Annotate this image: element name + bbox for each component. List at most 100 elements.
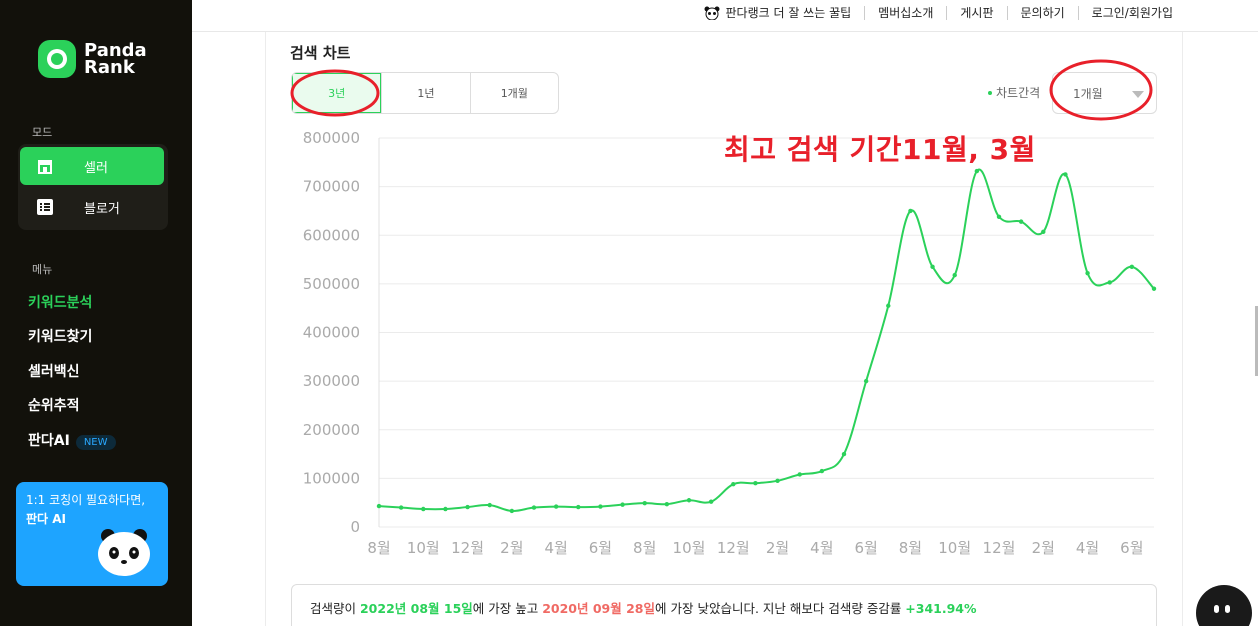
data-point	[443, 506, 448, 512]
data-point	[686, 498, 692, 503]
x-tick-label: 12월	[717, 539, 750, 557]
y-tick-label: 100000	[303, 469, 360, 487]
interval-select[interactable]: 1개월	[1052, 72, 1157, 114]
data-point	[465, 504, 470, 510]
menu-section-label: 메뉴	[32, 263, 53, 276]
chat-button[interactable]	[1196, 585, 1252, 626]
board-link[interactable]: 게시판	[946, 6, 1006, 20]
menu-item-panda-ai[interactable]: 판다AI NEW	[28, 430, 116, 450]
data-point	[642, 500, 647, 506]
peak-annotation: 최고 검색 기간11월, 3월	[724, 133, 1036, 166]
tab-1-year[interactable]: 1년	[381, 73, 469, 113]
panda-head-icon	[704, 6, 719, 20]
contact-link[interactable]: 문의하기	[1006, 6, 1078, 20]
panda-logo-icon	[38, 40, 76, 78]
mode-item-seller[interactable]: 셀러	[20, 147, 164, 185]
mode-item-label: 셀러	[84, 160, 108, 176]
menu-item-seller-vaccine[interactable]: 셀러백신	[28, 364, 80, 380]
summary-mid-2: 에 가장 낮았습니다. 지난 해보다 검색량 증감률	[655, 601, 906, 616]
summary-box: 검색량이 2022년 08월 15일에 가장 높고 2020년 09월 28일에…	[291, 584, 1157, 626]
x-tick-label: 2월	[1032, 539, 1055, 557]
data-point	[509, 508, 515, 514]
data-point	[731, 482, 736, 487]
data-point	[620, 502, 625, 507]
y-tick-label: 500000	[303, 275, 360, 293]
list-icon	[36, 198, 54, 216]
x-tick-label: 4월	[1076, 539, 1099, 557]
sidebar: Panda Rank 모드 셀러 블로거 메뉴 키워드분석 키워드찾기 셀러백신…	[0, 0, 192, 626]
data-point	[376, 503, 382, 509]
menu-item-rank-tracking[interactable]: 순위추적	[28, 398, 80, 414]
y-tick-label: 800000	[303, 129, 360, 147]
summary-rate: +341.94%	[905, 601, 977, 616]
coaching-banner[interactable]: 1:1 코칭이 필요하다면, 판다 AI	[16, 482, 168, 586]
tips-link-label: 판다랭크 더 잘 쓰는 꿀팁	[725, 6, 852, 20]
data-point	[1085, 270, 1090, 276]
data-point	[797, 472, 802, 477]
data-point	[487, 502, 492, 508]
summary-prefix: 검색량이	[310, 601, 360, 616]
menu-item-keyword-search[interactable]: 키워드찾기	[28, 329, 93, 345]
store-icon	[36, 157, 54, 175]
coach-line-2: 판다 AI	[26, 512, 67, 526]
y-tick-label: 300000	[303, 372, 360, 390]
coach-line-1: 1:1 코칭이 필요하다면,	[26, 493, 146, 507]
top-links: 판다랭크 더 잘 쓰는 꿀팁 멤버십소개 게시판 문의하기 로그인/회원가입	[691, 6, 1187, 20]
mode-item-blogger[interactable]: 블로거	[20, 188, 164, 226]
logo-text: Panda Rank	[84, 42, 147, 77]
data-point	[974, 168, 980, 174]
tab-1-month[interactable]: 1개월	[469, 73, 558, 113]
data-point	[421, 506, 426, 512]
summary-mid-1: 에 가장 높고	[472, 601, 543, 616]
data-point	[996, 214, 1002, 219]
x-tick-label: 8월	[633, 539, 656, 557]
x-tick-label: 2월	[500, 539, 523, 557]
search-volume-chart: 0 100000 200000 300000 400000 500000 600000 700…	[303, 129, 1157, 557]
membership-link[interactable]: 멤버십소개	[864, 6, 946, 20]
top-navigation: 판다랭크 더 잘 쓰는 꿀팁 멤버십소개 게시판 문의하기 로그인/회원가입	[192, 0, 1258, 32]
mode-section-label: 모드	[32, 126, 53, 139]
data-point	[1151, 286, 1157, 291]
menu-item-label: 판다AI	[28, 433, 70, 449]
x-tick-label: 12월	[451, 539, 484, 557]
y-tick-label: 700000	[303, 178, 360, 196]
x-tick-label: 2월	[766, 539, 789, 557]
x-tick-label: 12월	[983, 539, 1016, 557]
data-point	[708, 499, 714, 504]
logo[interactable]: Panda Rank	[38, 40, 147, 78]
x-tick-label: 4월	[544, 539, 567, 557]
new-badge: NEW	[75, 435, 116, 450]
data-point	[553, 504, 559, 509]
data-point	[531, 505, 537, 510]
x-tick-label: 4월	[810, 539, 833, 557]
data-point	[1107, 280, 1112, 285]
page-scrollbar[interactable]	[1255, 306, 1258, 376]
mode-switcher: 셀러 블로거	[18, 144, 168, 230]
x-tick-label: 6월	[589, 539, 612, 557]
data-point	[930, 264, 935, 270]
y-tick-label: 0	[350, 518, 360, 536]
tab-3-years[interactable]: 3년	[292, 73, 382, 113]
chevron-down-icon	[1132, 91, 1144, 98]
data-point	[1063, 172, 1068, 177]
data-point	[664, 501, 670, 507]
tips-link[interactable]: 판다랭크 더 잘 쓰는 꿀팁	[691, 6, 865, 20]
data-point	[398, 505, 404, 510]
interval-label-text: 차트간격	[996, 86, 1041, 100]
data-point	[819, 468, 825, 474]
x-tick-label: 8월	[899, 539, 922, 557]
interval-select-value: 1개월	[1073, 87, 1103, 101]
summary-low-date: 2020년 09월 28일	[542, 601, 655, 616]
x-tick-label: 10월	[673, 539, 706, 557]
x-tick-label: 10월	[938, 539, 971, 557]
data-point	[1129, 264, 1135, 270]
menu-item-keyword-analysis[interactable]: 키워드분석	[28, 295, 93, 311]
data-point	[775, 478, 780, 484]
y-tick-label: 600000	[303, 226, 360, 244]
data-point	[952, 272, 957, 278]
x-tick-label: 8월	[367, 539, 390, 557]
panda-mascot-icon	[98, 529, 150, 576]
login-link[interactable]: 로그인/회원가입	[1077, 6, 1186, 20]
x-tick-label: 6월	[1120, 539, 1143, 557]
